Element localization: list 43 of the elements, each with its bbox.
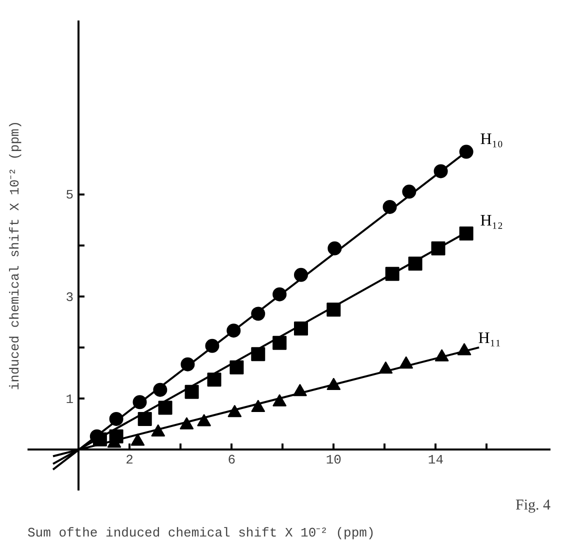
- point: [138, 412, 152, 426]
- point: [230, 360, 244, 374]
- point: [272, 336, 287, 350]
- point: [459, 226, 474, 241]
- series-label: H₁₂: [480, 212, 504, 230]
- y-tick-label: 3: [66, 290, 74, 305]
- point: [385, 266, 400, 281]
- point: [382, 200, 397, 214]
- point: [197, 414, 212, 426]
- point: [153, 382, 168, 397]
- y-axis-title: induced chemical shift X 10⁻² (ppm): [8, 120, 22, 390]
- point: [251, 306, 266, 321]
- y-tick-label: 5: [66, 188, 74, 203]
- point: [132, 395, 147, 410]
- x-tick-label: 2: [126, 452, 134, 468]
- point: [109, 429, 124, 444]
- point: [151, 424, 166, 437]
- series-label: H₁₁: [478, 330, 501, 348]
- x-tick-label: 10: [326, 452, 342, 468]
- point: [272, 287, 287, 302]
- point: [180, 357, 195, 372]
- point: [402, 184, 416, 199]
- x-tick-label: 6: [228, 452, 236, 468]
- point: [294, 322, 308, 336]
- y-tick-label: 1: [66, 392, 74, 408]
- point: [251, 347, 266, 362]
- point: [326, 302, 341, 317]
- point: [294, 268, 308, 282]
- point: [158, 400, 172, 415]
- point: [207, 372, 222, 387]
- caption: Fig. 4: [515, 498, 551, 514]
- point: [328, 241, 342, 256]
- point: [226, 324, 241, 338]
- x-axis-title: Sum ofthe induced chemical shift X 10⁻² (ppm): [28, 526, 375, 540]
- point: [408, 256, 422, 271]
- series-label: H₁₀: [480, 130, 504, 148]
- point: [431, 241, 446, 256]
- point: [184, 384, 199, 399]
- point: [109, 412, 124, 426]
- point: [205, 338, 220, 353]
- point: [434, 164, 448, 178]
- point: [459, 144, 474, 159]
- x-tick-label: 14: [428, 452, 444, 468]
